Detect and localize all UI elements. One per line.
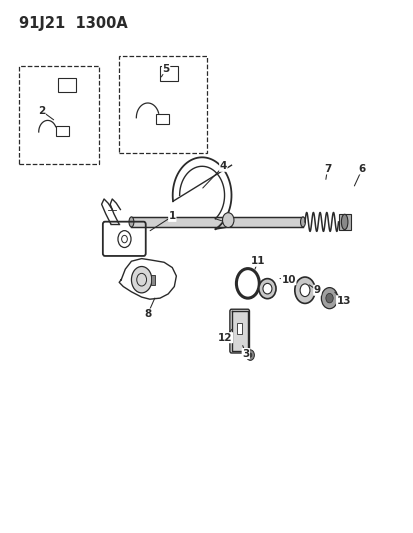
Text: 1: 1 [168, 212, 176, 221]
Text: 9: 9 [313, 285, 320, 295]
Circle shape [294, 277, 314, 303]
Circle shape [131, 266, 152, 293]
Text: 4: 4 [219, 161, 226, 171]
Circle shape [222, 213, 233, 228]
Circle shape [299, 284, 309, 296]
Circle shape [320, 288, 337, 309]
Ellipse shape [300, 217, 305, 227]
Text: 13: 13 [336, 296, 350, 306]
Text: 5: 5 [162, 64, 169, 74]
Bar [150, 276, 154, 285]
Text: 8: 8 [144, 309, 151, 319]
Text: 91J21  1300A: 91J21 1300A [19, 16, 128, 31]
Ellipse shape [262, 284, 271, 294]
Bar [58, 78, 76, 92]
Text: 11: 11 [250, 256, 265, 266]
Bar [156, 114, 169, 124]
Circle shape [246, 350, 254, 360]
Ellipse shape [341, 214, 347, 230]
Bar [19, 66, 99, 164]
Circle shape [248, 353, 252, 357]
Ellipse shape [129, 217, 133, 227]
Bar [237, 324, 242, 334]
Text: 7: 7 [323, 164, 330, 174]
Bar [338, 214, 350, 230]
Bar [56, 126, 69, 136]
Text: 12: 12 [218, 333, 232, 343]
Text: 3: 3 [242, 349, 249, 359]
FancyBboxPatch shape [229, 309, 249, 353]
Bar [131, 217, 302, 227]
Circle shape [325, 293, 332, 303]
Bar [119, 55, 206, 153]
Bar [160, 66, 178, 81]
Ellipse shape [258, 279, 275, 298]
Text: 10: 10 [281, 274, 295, 285]
Text: 6: 6 [358, 164, 365, 174]
Text: 2: 2 [38, 106, 45, 116]
